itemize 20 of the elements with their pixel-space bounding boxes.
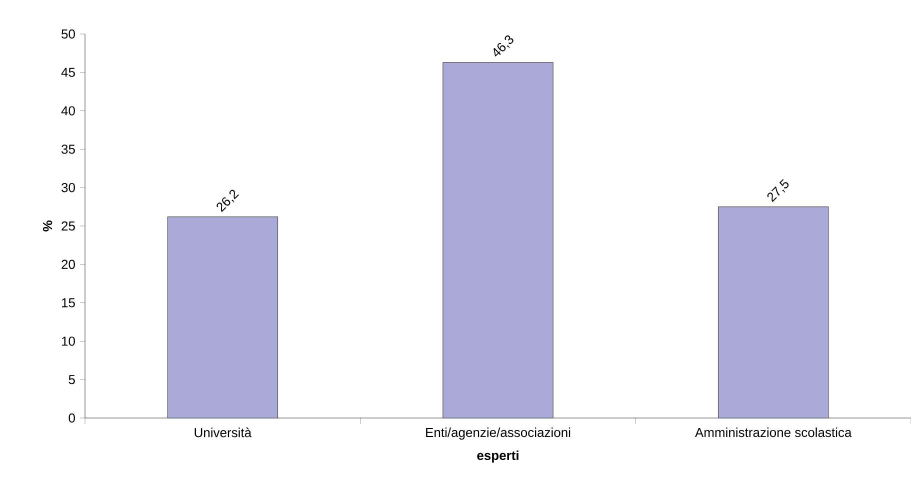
y-tick-label: 30 <box>62 182 75 192</box>
y-tick-label: 0 <box>68 413 75 423</box>
x-axis-title: esperti <box>477 450 518 463</box>
y-tick-label: 35 <box>62 144 75 154</box>
data-label: 46,3 <box>494 35 514 56</box>
y-tick-label: 45 <box>61 68 75 77</box>
x-tick-label: Enti/agenzie/associazioni <box>426 428 570 440</box>
y-tick-label: 15 <box>62 298 75 308</box>
y-tick-label: 40 <box>61 106 75 116</box>
y-tick-label: 10 <box>62 336 75 346</box>
y-axis-title: % <box>42 220 52 232</box>
x-tick-label: Amministrazione scolastica <box>694 428 852 438</box>
y-tick-label: 50 <box>62 29 75 39</box>
y-tick-label: 25 <box>62 221 75 231</box>
bar <box>442 62 554 418</box>
y-tick-label: 5 <box>68 375 75 384</box>
y-tick-label: 20 <box>62 260 75 269</box>
bar <box>167 216 278 418</box>
x-tick-label: Università <box>194 428 252 438</box>
bar <box>718 206 829 418</box>
